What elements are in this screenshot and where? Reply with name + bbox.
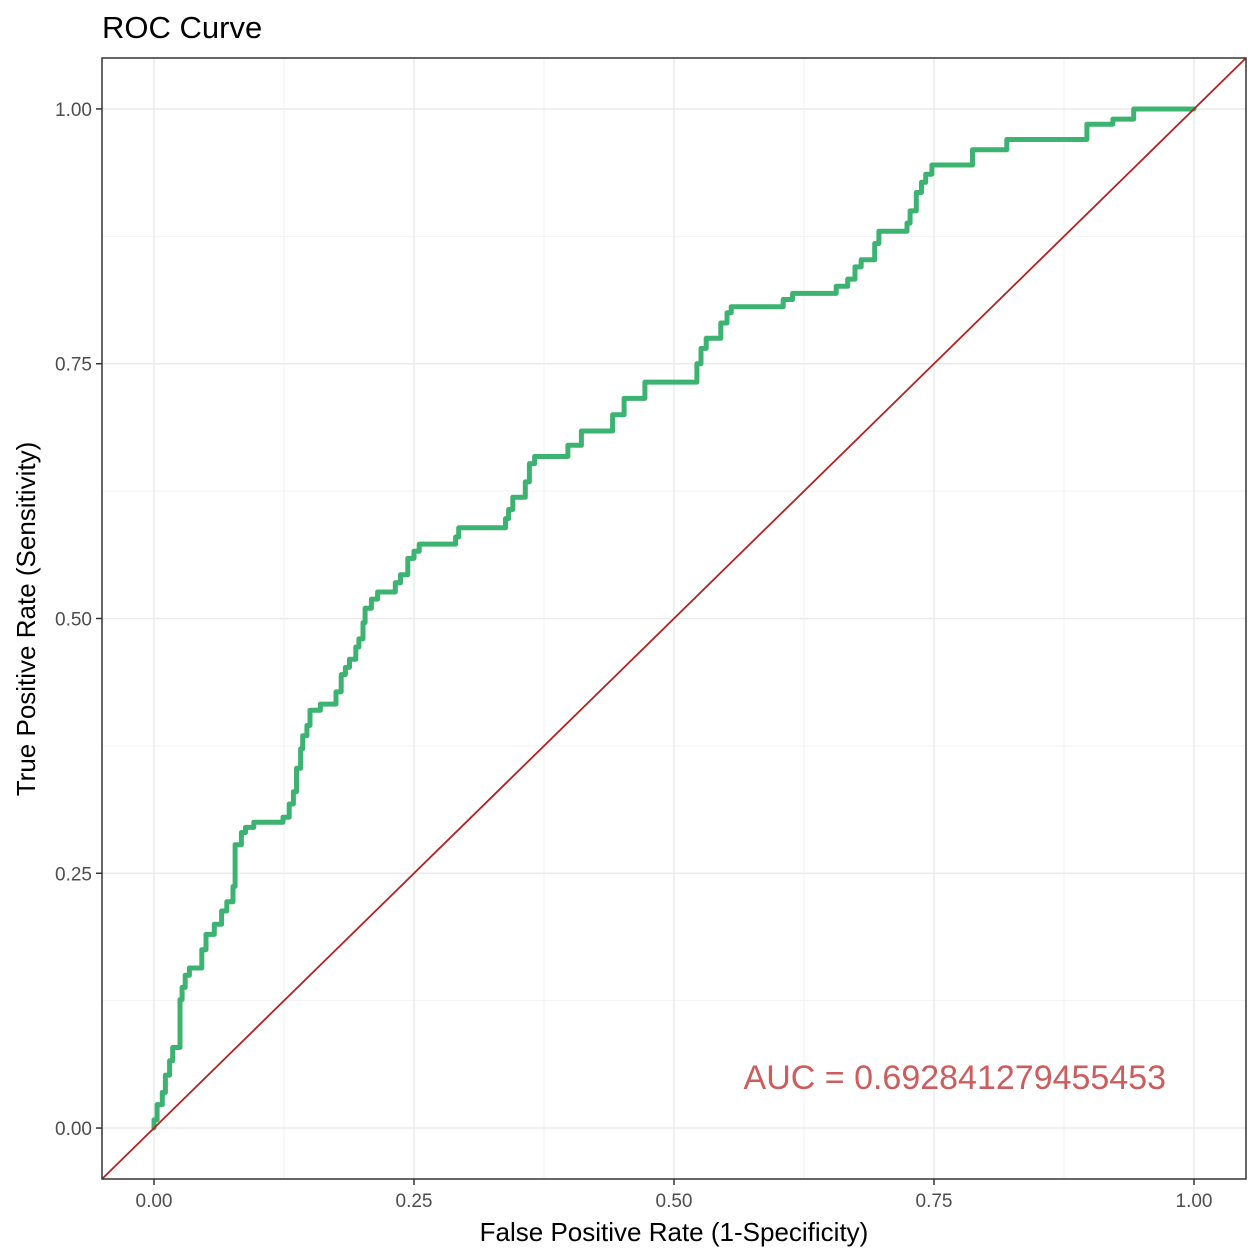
- y-axis: 0.00 0.25 0.50 0.75 1.00: [55, 100, 102, 1140]
- reference-diagonal-line: [101, 57, 1247, 1180]
- y-tick-label: 0.00: [55, 1119, 92, 1140]
- x-tick-label: 0.25: [396, 1191, 433, 1212]
- x-axis: 0.00 0.25 0.50 0.75 1.00: [136, 1179, 1213, 1212]
- grid: [102, 58, 1246, 1179]
- chart-title: ROC Curve: [102, 10, 262, 45]
- y-tick-label: 1.00: [55, 100, 92, 121]
- y-tick-label: 0.50: [55, 610, 92, 631]
- x-tick-label: 0.75: [916, 1191, 953, 1212]
- x-tick-label: 0.00: [136, 1191, 173, 1212]
- y-tick-label: 0.25: [55, 864, 92, 885]
- y-tick-label: 0.75: [55, 355, 92, 376]
- auc-annotation: AUC = 0.692841279455453: [744, 1059, 1167, 1097]
- x-axis-title: False Positive Rate (1-Specificity): [480, 1217, 869, 1247]
- x-tick-label: 0.50: [656, 1191, 693, 1212]
- roc-curve-line: [151, 106, 1197, 1131]
- y-axis-title: True Positive Rate (Sensitivity): [11, 442, 41, 796]
- x-tick-label: 1.00: [1176, 1191, 1213, 1212]
